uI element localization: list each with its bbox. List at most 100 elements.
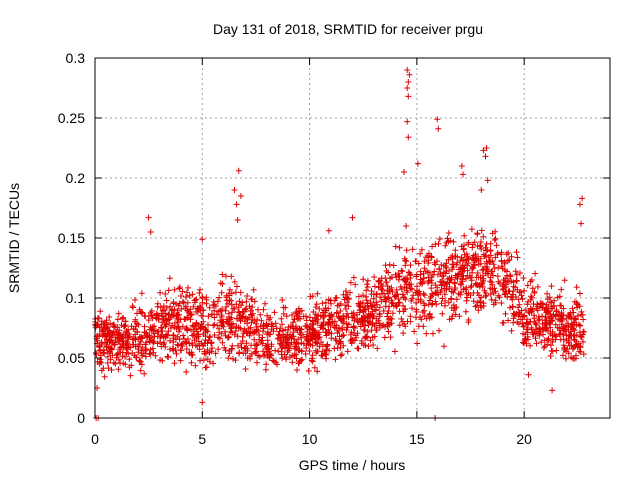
data-point — [450, 307, 457, 314]
data-point — [428, 285, 435, 292]
data-point — [452, 285, 459, 291]
data-point — [278, 315, 285, 322]
data-point — [298, 340, 305, 346]
data-point — [297, 308, 303, 315]
data-point — [251, 336, 258, 343]
data-point — [478, 187, 485, 193]
data-point — [328, 312, 335, 319]
data-point — [250, 286, 257, 293]
data-point — [314, 368, 321, 375]
data-point — [496, 294, 503, 301]
data-point — [386, 261, 393, 268]
data-point — [409, 305, 415, 312]
data-point — [303, 342, 310, 349]
data-point — [186, 292, 193, 299]
x-tick-label: 20 — [516, 431, 532, 447]
data-point — [402, 306, 409, 312]
x-tick-label: 10 — [302, 431, 318, 447]
data-point — [294, 367, 300, 373]
y-tick-label: 0.1 — [66, 290, 86, 306]
data-point — [373, 327, 380, 334]
data-point — [244, 355, 251, 362]
data-point — [421, 258, 428, 265]
data-point — [243, 298, 250, 305]
data-point — [236, 309, 243, 316]
data-point — [505, 317, 512, 324]
data-point — [560, 323, 567, 330]
data-point — [495, 264, 502, 271]
data-point — [564, 346, 571, 352]
data-point — [407, 272, 414, 279]
data-point — [325, 296, 332, 303]
data-point — [290, 319, 297, 326]
data-point — [502, 310, 509, 317]
data-point — [183, 294, 189, 300]
data-point — [544, 290, 551, 297]
data-point — [260, 348, 266, 355]
data-point — [512, 284, 519, 291]
data-point — [478, 227, 485, 234]
data-point — [429, 290, 435, 297]
data-point — [337, 308, 344, 314]
data-point — [238, 344, 245, 351]
data-point — [524, 301, 531, 308]
data-point — [325, 227, 332, 234]
data-point — [209, 345, 216, 352]
data-point — [136, 358, 143, 365]
data-point — [362, 333, 369, 340]
data-point — [452, 253, 459, 260]
data-point — [522, 307, 529, 314]
data-point — [509, 304, 516, 310]
data-point — [211, 321, 218, 328]
data-point — [528, 308, 535, 315]
data-point — [182, 305, 189, 312]
data-point — [429, 291, 436, 298]
data-point — [283, 356, 289, 363]
data-point — [435, 291, 442, 298]
data-point — [396, 244, 403, 251]
data-point — [363, 287, 370, 294]
data-point — [551, 297, 558, 304]
data-point — [205, 313, 212, 320]
data-point — [318, 322, 325, 329]
data-point — [223, 303, 230, 310]
data-point — [492, 297, 499, 304]
data-point — [140, 350, 147, 357]
data-point — [566, 342, 573, 349]
data-point — [289, 359, 296, 366]
data-point — [253, 324, 260, 330]
data-point — [253, 342, 260, 349]
data-point — [364, 277, 371, 284]
data-point — [477, 299, 484, 306]
data-point — [176, 328, 182, 335]
data-point — [379, 322, 385, 329]
data-point — [488, 279, 495, 286]
data-point — [229, 309, 235, 316]
data-point — [444, 235, 451, 242]
data-point — [306, 348, 313, 354]
data-point — [520, 275, 527, 281]
data-point — [444, 276, 451, 282]
data-point — [189, 291, 196, 298]
data-point — [436, 327, 442, 334]
data-point — [483, 145, 490, 151]
data-point — [375, 278, 382, 285]
data-point — [446, 285, 453, 292]
data-point — [94, 337, 101, 344]
data-point — [483, 241, 490, 247]
data-point — [133, 354, 139, 361]
data-point — [494, 273, 501, 280]
data-point — [414, 160, 421, 167]
data-point — [137, 367, 144, 374]
data-point — [477, 242, 484, 249]
data-point — [185, 284, 192, 291]
data-point — [239, 299, 246, 306]
data-point — [233, 201, 240, 208]
data-point — [430, 330, 436, 337]
data-point — [230, 355, 236, 362]
data-point — [527, 278, 534, 285]
data-point — [195, 305, 202, 312]
data-point — [145, 214, 152, 221]
data-point — [256, 332, 263, 338]
data-point — [370, 342, 377, 348]
